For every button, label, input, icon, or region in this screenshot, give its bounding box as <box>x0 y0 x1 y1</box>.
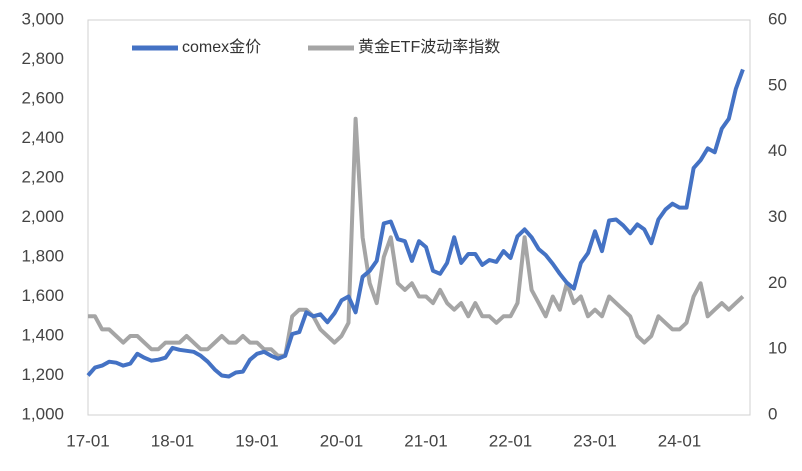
series-line <box>88 116 745 358</box>
legend-label: comex金价 <box>182 38 261 56</box>
y2-tick-label: 10 <box>768 339 787 358</box>
x-tick-label: 19-01 <box>235 431 278 450</box>
x-tick-label: 17-01 <box>66 431 109 450</box>
plot-area <box>87 19 751 416</box>
x-tick-label: 20-01 <box>320 431 363 450</box>
y2-tick-label: 50 <box>768 75 787 94</box>
y2-tick-label: 60 <box>768 9 787 28</box>
y-tick-label: 2,200 <box>21 167 64 186</box>
legend-label: 黄金ETF波动率指数 <box>358 38 500 56</box>
y2-tick-label: 30 <box>768 207 787 226</box>
y2-tick-label: 0 <box>768 404 777 423</box>
y-tick-label: 3,000 <box>21 9 64 28</box>
y2-tick-label: 40 <box>768 141 787 160</box>
y-tick-label: 2,400 <box>21 128 64 147</box>
x-tick-label: 22-01 <box>489 431 532 450</box>
y2-tick-label: 20 <box>768 273 787 292</box>
legend: comex金价 黄金ETF波动率指数 <box>132 38 500 56</box>
x-tick-label: 23-01 <box>573 431 616 450</box>
y-tick-label: 1,600 <box>21 286 64 305</box>
y-tick-label: 1,800 <box>21 246 64 265</box>
x-tick-label: 21-01 <box>404 431 447 450</box>
y-tick-label: 2,600 <box>21 88 64 107</box>
y-tick-label: 1,000 <box>21 404 64 423</box>
y-tick-label: 1,400 <box>21 325 64 344</box>
y-tick-label: 2,000 <box>21 207 64 226</box>
y-tick-label: 1,200 <box>21 365 64 384</box>
y-tick-label: 2,800 <box>21 49 64 68</box>
series-line <box>86 68 745 379</box>
x-tick-label: 24-01 <box>658 431 701 450</box>
x-tick-label: 18-01 <box>151 431 194 450</box>
